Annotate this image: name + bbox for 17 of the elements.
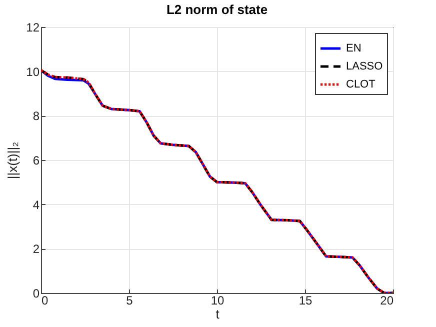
x-tick-label: 10 <box>210 294 224 308</box>
legend-label: LASSO <box>346 60 384 72</box>
x-tick-label: 15 <box>298 294 312 308</box>
y-axis-title: ||x(t)||₂ <box>5 142 20 180</box>
legend-label: EN <box>346 42 362 54</box>
x-tick-label: 20 <box>380 294 394 308</box>
y-tick-label: 12 <box>26 20 40 34</box>
x-tick-label: 0 <box>42 294 48 308</box>
y-tick-label: 8 <box>32 109 40 124</box>
legend-label: CLOT <box>346 78 376 90</box>
y-tick-label: 6 <box>32 154 40 168</box>
y-tick-label: 10 <box>26 64 40 79</box>
chart-title: L2 norm of state <box>166 2 268 17</box>
x-axis-title: t <box>216 306 220 322</box>
y-tick-label: 4 <box>32 198 40 212</box>
y-tick-label: 2 <box>32 242 40 256</box>
x-tick-label: 5 <box>126 294 134 308</box>
